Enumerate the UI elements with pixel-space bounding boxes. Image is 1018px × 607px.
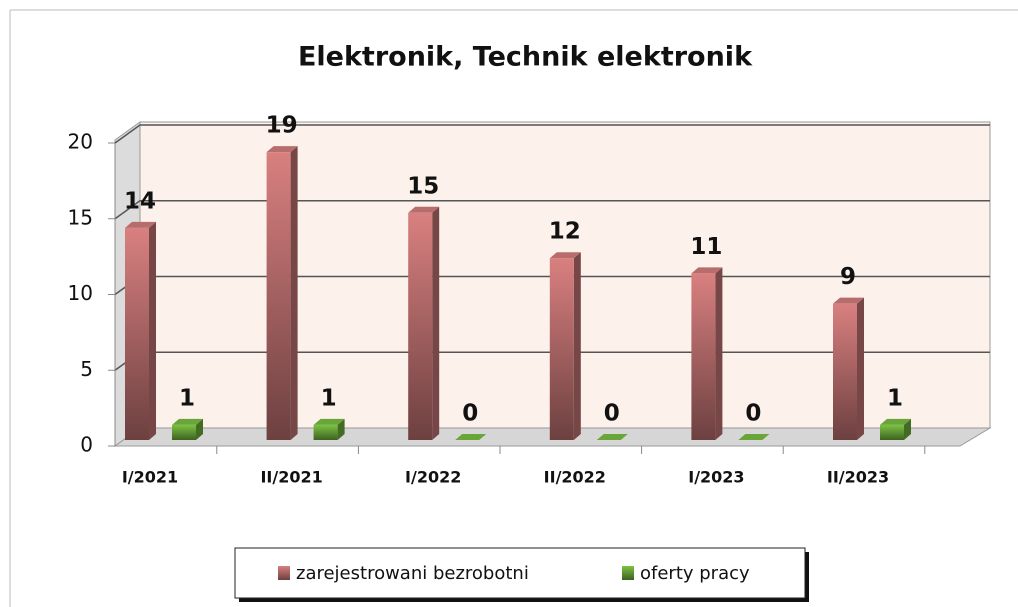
bar-side xyxy=(290,146,298,440)
bar xyxy=(125,227,149,440)
legend xyxy=(234,547,806,599)
x-tick-label: II/2023 xyxy=(827,468,889,487)
bar xyxy=(880,424,904,440)
data-label: 11 xyxy=(690,234,722,260)
bar xyxy=(172,424,196,440)
bar-top xyxy=(833,297,864,304)
grid-line xyxy=(114,124,990,144)
data-label: 0 xyxy=(604,401,620,427)
bar-top xyxy=(172,418,203,425)
bar-top xyxy=(549,252,581,259)
bar xyxy=(691,273,716,440)
bar xyxy=(408,212,433,440)
bar-top xyxy=(880,418,911,425)
bar xyxy=(833,303,857,440)
bar xyxy=(313,424,338,440)
legend-label: zarejestrowani bezrobotni xyxy=(296,563,529,584)
bar-top xyxy=(691,267,723,274)
bar-side xyxy=(857,297,864,440)
bar-top xyxy=(125,221,156,228)
x-tick-label: I/2021 xyxy=(122,468,178,487)
y-tick-label: 0 xyxy=(80,433,93,457)
data-label: 14 xyxy=(124,188,156,214)
bar-side xyxy=(149,221,156,440)
bar xyxy=(549,258,574,440)
x-tick-label: II/2021 xyxy=(260,468,322,487)
bar-side xyxy=(715,267,723,440)
x-tick-label: I/2023 xyxy=(688,468,744,487)
y-tick-label: 20 xyxy=(68,130,93,154)
bar-side xyxy=(904,418,911,440)
bar-top xyxy=(455,434,487,440)
bar-top xyxy=(738,434,770,440)
data-label: 9 xyxy=(840,264,856,290)
data-label: 12 xyxy=(549,219,581,245)
bar-side xyxy=(432,206,440,440)
legend-swatch xyxy=(622,566,634,580)
y-tick-label: 15 xyxy=(68,205,93,229)
data-label: 1 xyxy=(321,385,337,411)
legend-label: oferty pracy xyxy=(640,563,750,584)
grid-line xyxy=(114,200,990,220)
y-tick-label: 10 xyxy=(68,281,93,305)
chart-title: Elektronik, Technik elektronik xyxy=(298,42,753,73)
bar-side xyxy=(196,418,203,440)
data-label: 1 xyxy=(887,385,903,411)
bar-top xyxy=(266,146,298,153)
bar xyxy=(266,152,291,440)
legend-swatch xyxy=(278,566,290,580)
data-label: 0 xyxy=(745,401,761,427)
bar-top xyxy=(596,434,628,440)
bar-side xyxy=(337,418,345,440)
y-tick-label: 5 xyxy=(80,357,93,381)
bar-top xyxy=(313,418,345,425)
data-label: 0 xyxy=(462,401,478,427)
x-tick-label: II/2022 xyxy=(544,468,606,487)
data-label: 19 xyxy=(266,113,298,139)
bar-top xyxy=(408,206,440,213)
data-label: 1 xyxy=(179,385,195,411)
x-tick-label: I/2022 xyxy=(405,468,461,487)
bar-side xyxy=(573,252,581,440)
data-label: 15 xyxy=(407,173,439,199)
